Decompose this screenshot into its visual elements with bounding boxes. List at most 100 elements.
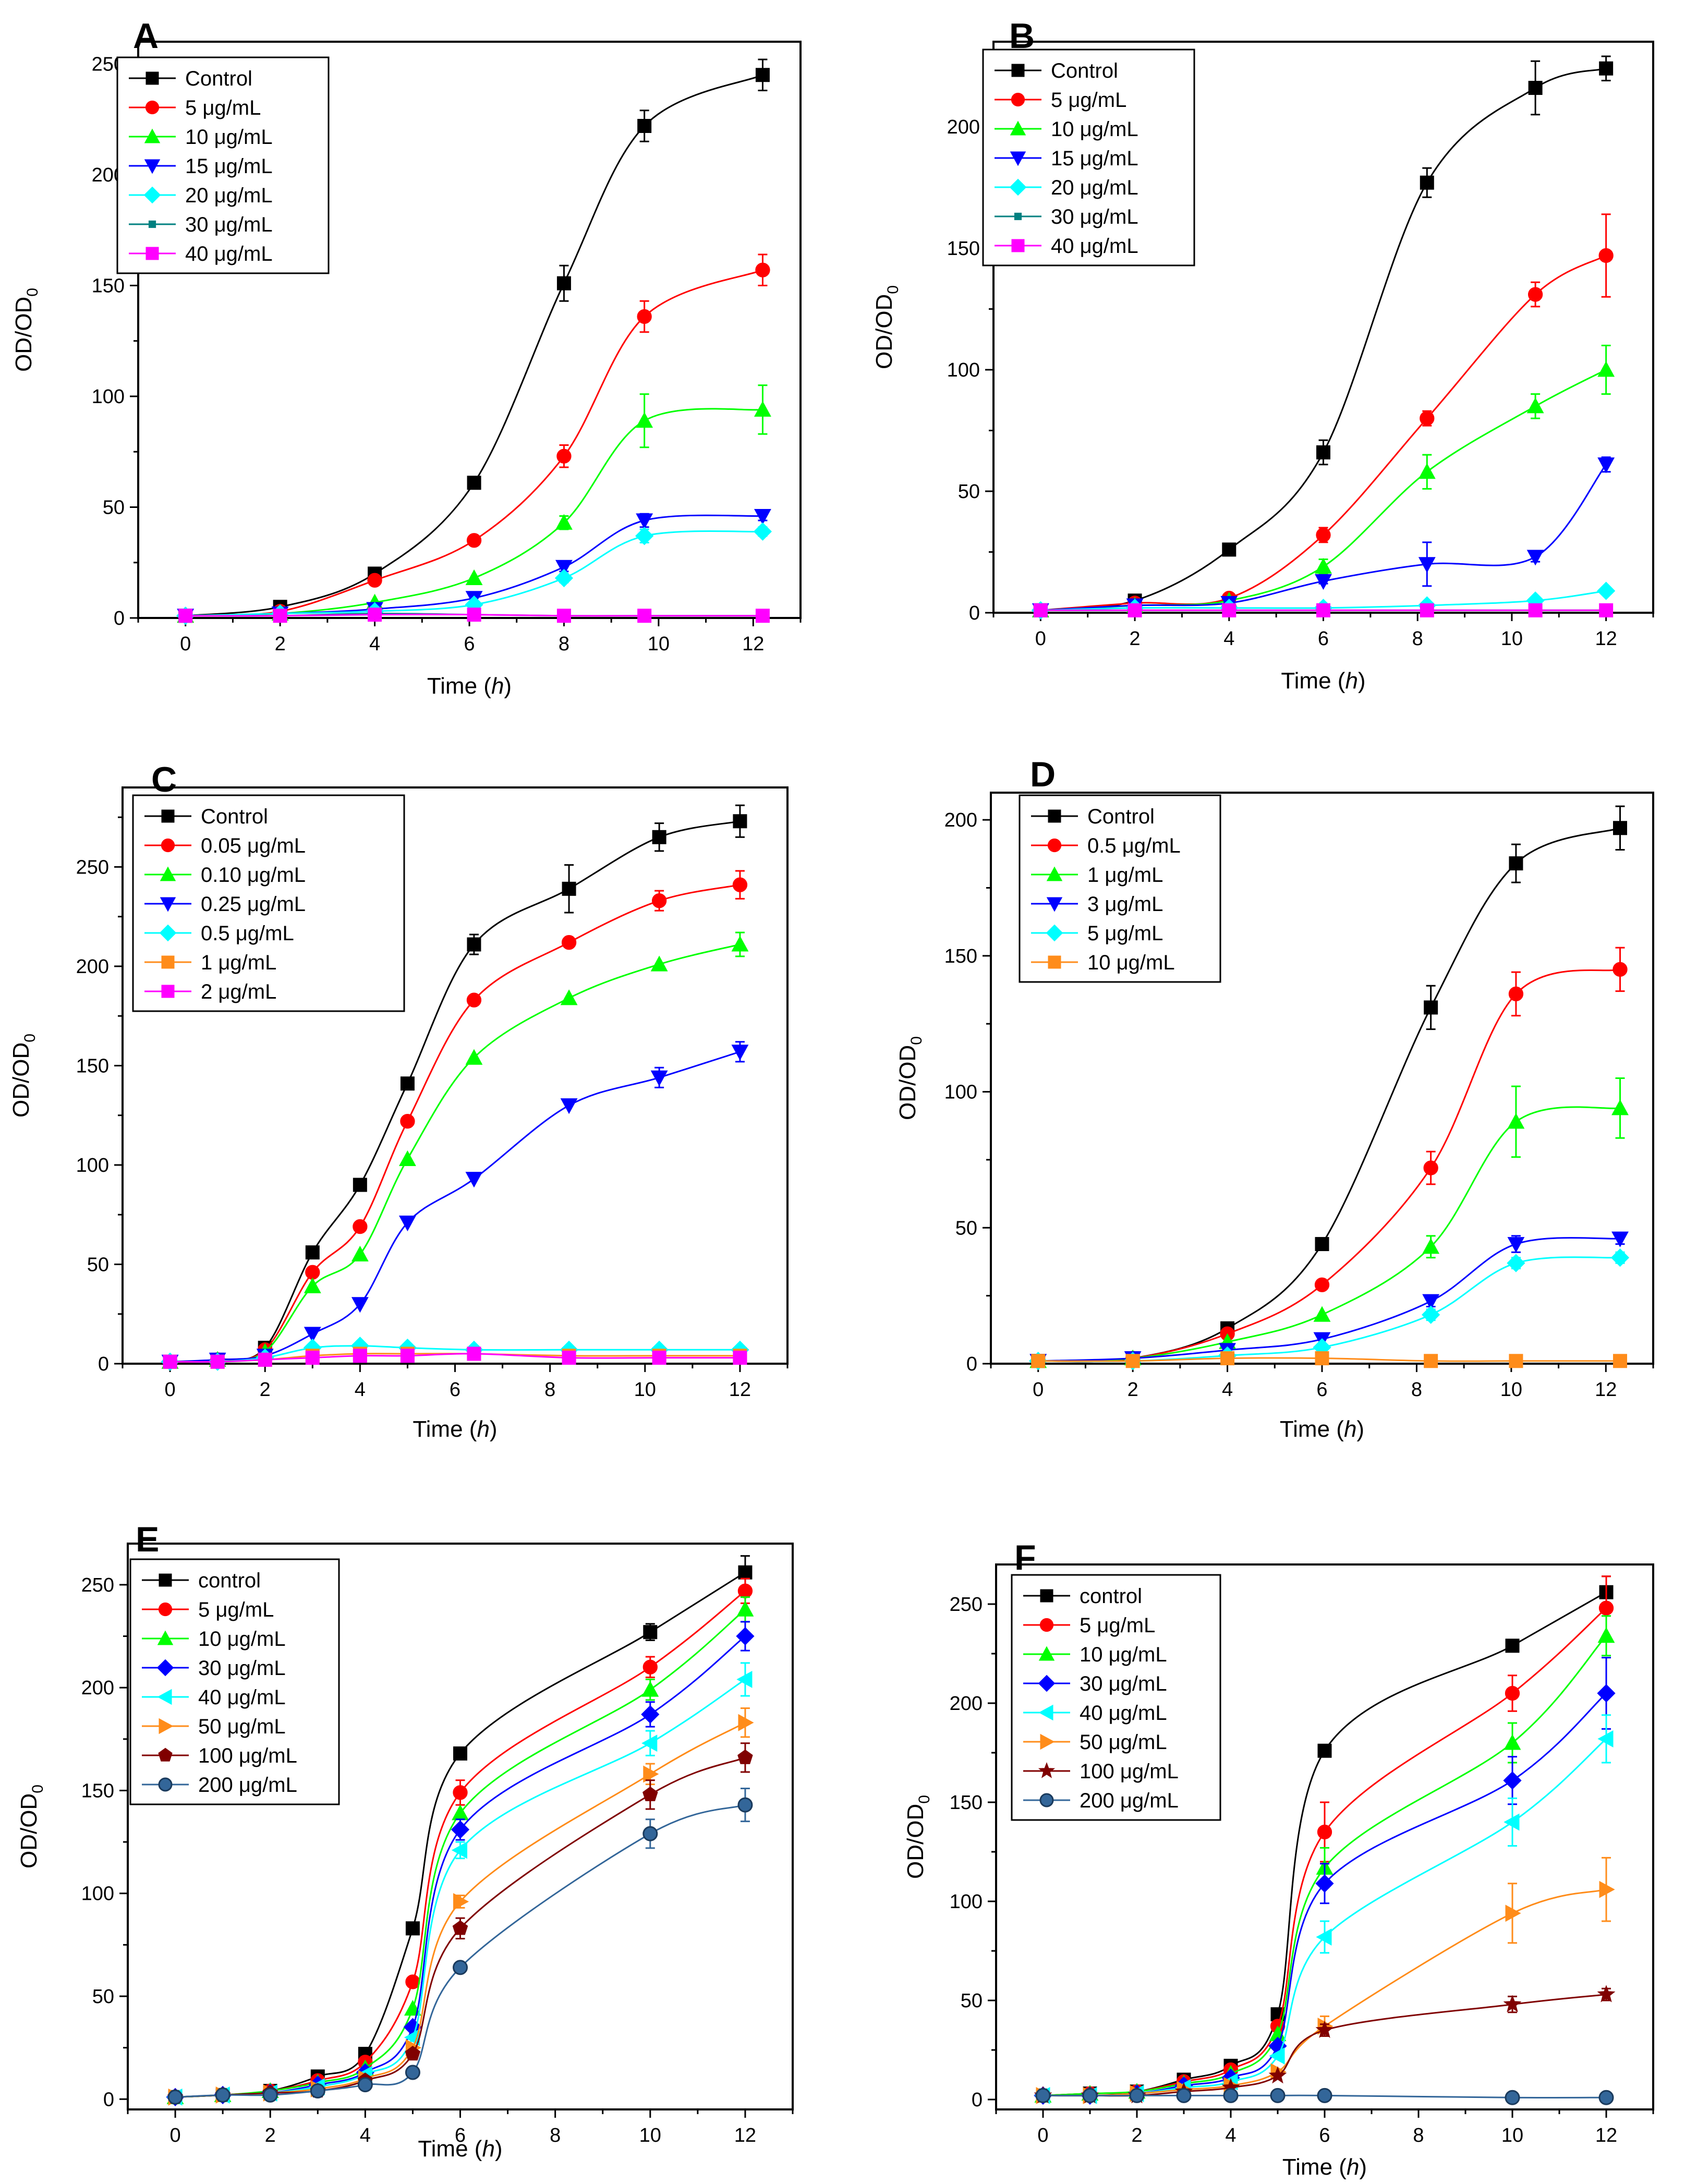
legend-marker (1040, 1733, 1055, 1750)
legend-marker (1048, 955, 1061, 969)
legend-label: 40 μg/mL (185, 242, 273, 265)
legend-marker (1009, 178, 1027, 196)
data-point (1613, 962, 1628, 977)
legend-label: 15 μg/mL (1051, 147, 1138, 170)
series-line (170, 1051, 741, 1363)
data-point (1223, 2088, 1239, 2103)
x-tick-label: 10 (1501, 2125, 1523, 2146)
data-point (1528, 81, 1543, 95)
legend-marker (160, 866, 176, 881)
data-point (1503, 1995, 1522, 2012)
data-point (1598, 248, 1614, 263)
data-point (643, 1659, 658, 1675)
legend-label: Control (1087, 805, 1155, 828)
data-point (1418, 557, 1436, 573)
x-axis-label-main: Time ( (1280, 1416, 1344, 1442)
data-point (1507, 1113, 1525, 1129)
series-line (1040, 67, 1606, 611)
y-tick-label: 200 (81, 1677, 114, 1699)
data-point (1222, 603, 1237, 617)
y-axis-label: OD/OD0 (895, 1036, 925, 1120)
data-point (1526, 397, 1544, 414)
panel-letter: A (133, 16, 159, 56)
x-tick-label: 12 (734, 2125, 756, 2146)
data-point (451, 1841, 467, 1859)
series-line (1042, 1888, 1607, 2097)
data-point (1613, 1354, 1627, 1368)
series-7 (167, 1788, 753, 2105)
data-point (1220, 1351, 1235, 1366)
y-tick-label: 200 (76, 956, 109, 978)
x-tick-label: 6 (1318, 628, 1329, 650)
x-axis-label-main: Time ( (1281, 668, 1345, 694)
data-point (1509, 1354, 1523, 1368)
x-tick-label: 6 (1316, 1379, 1327, 1401)
data-point (1597, 581, 1616, 600)
legend-marker (156, 1659, 174, 1677)
legend-marker (1010, 120, 1026, 136)
series-5 (1031, 1351, 1627, 1368)
legend-marker (159, 924, 177, 942)
legend-box (982, 48, 1195, 266)
data-point (398, 1150, 416, 1167)
legend-label: 50 μg/mL (198, 1715, 286, 1738)
data-point (310, 2083, 325, 2098)
data-point (466, 992, 482, 1008)
data-point (556, 276, 571, 290)
data-point (637, 609, 652, 623)
data-point (554, 568, 574, 588)
data-point (1597, 457, 1615, 474)
legend-marker (158, 1602, 173, 1617)
data-point (556, 609, 571, 623)
x-tick-label: 2 (1131, 2125, 1142, 2146)
data-point (1317, 2088, 1332, 2103)
y-tick-label: 200 (944, 809, 977, 831)
series-1 (1031, 947, 1628, 1368)
legend: Control 0.5 μg/mL 1 μg/mL 3 μg/mL 5 μg/mL 10 … (1019, 794, 1221, 983)
data-point (1610, 1248, 1630, 1267)
data-point (357, 2077, 373, 2093)
data-point (562, 1351, 576, 1365)
legend-marker (143, 186, 161, 204)
legend-box (1019, 794, 1221, 983)
data-point (1613, 821, 1627, 835)
x-tick-label: 8 (544, 1379, 555, 1401)
data-point (737, 1583, 753, 1598)
data-point (1597, 1627, 1615, 1643)
data-point (732, 877, 748, 892)
legend-label: control (1080, 1585, 1142, 1608)
legend-label: 10 μg/mL (1080, 1643, 1167, 1666)
y-tick-label: 200 (950, 1693, 983, 1715)
data-point (1269, 2047, 1285, 2065)
data-point (651, 893, 667, 908)
x-tick-label: 10 (1501, 628, 1523, 650)
data-point (1598, 2090, 1614, 2105)
data-point (643, 1765, 659, 1783)
data-point (1420, 603, 1434, 617)
data-point (755, 262, 770, 277)
data-point (1316, 603, 1330, 617)
data-point (736, 1600, 754, 1617)
data-point (163, 1354, 177, 1369)
x-tick-label: 2 (265, 2125, 276, 2146)
legend-marker (1011, 64, 1025, 77)
data-point (452, 1920, 468, 1935)
legend-marker (1039, 1793, 1054, 1807)
data-point (1317, 1824, 1332, 1840)
legend-marker (1010, 151, 1026, 166)
y-axis-label-main: OD/OD (11, 297, 37, 372)
data-point (1611, 1231, 1629, 1247)
data-point (1505, 1639, 1520, 1653)
x-tick-label: 8 (550, 2125, 561, 2146)
data-point (652, 1351, 666, 1365)
data-point (1599, 61, 1614, 76)
data-point (465, 569, 483, 585)
x-axis-label-end: ) (495, 2136, 503, 2162)
data-point (1031, 1354, 1046, 1368)
legend-label: 40 μg/mL (198, 1686, 286, 1709)
x-tick-label: 0 (1033, 1379, 1044, 1401)
y-tick-label: 100 (950, 1891, 983, 1913)
x-tick-label: 2 (1130, 628, 1141, 650)
y-axis-label: OD/OD0 (871, 285, 902, 369)
